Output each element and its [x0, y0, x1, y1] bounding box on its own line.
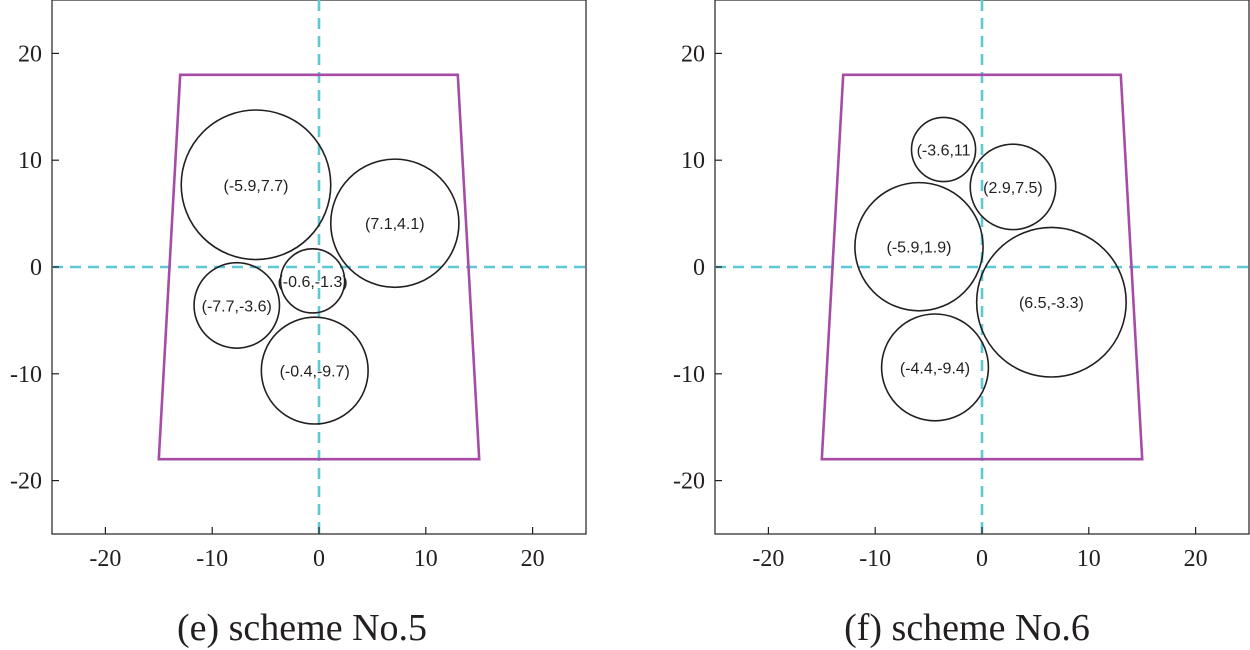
y-tick-label: 0: [693, 255, 705, 281]
circle-marker: [975, 226, 1127, 378]
chart-caption: (e) scheme No.5: [177, 607, 427, 649]
circle-marker: [180, 109, 332, 261]
circle-label: (2.9,7.5): [983, 180, 1043, 197]
y-tick-label: 0: [30, 255, 42, 281]
circle-label: (7.1,4.1): [365, 216, 425, 233]
x-tick-label: -20: [752, 546, 784, 572]
circle-label: (-5.9,1.9): [887, 240, 952, 257]
y-tick-label: 20: [18, 41, 42, 67]
circle-marker: [329, 158, 460, 289]
x-tick-label: 20: [1184, 546, 1208, 572]
y-tick-label: -10: [10, 362, 42, 388]
x-tick-label: 0: [313, 546, 325, 572]
x-tick-label: 0: [976, 546, 988, 572]
y-tick-label: -20: [10, 469, 42, 495]
boundary-polygon: [157, 73, 481, 461]
chart-panel-2: -20 -10 0 10 20 -20 -10 0 10 20 (-3.6,11 (2.9,7.5) (…: [673, 0, 1250, 649]
circle-label: (-3.6,11: [917, 143, 971, 160]
circle-marker: [260, 316, 369, 425]
x-tick-label: 10: [414, 546, 438, 572]
x-tick-label: 20: [521, 546, 545, 572]
y-tick-label: -10: [673, 362, 705, 388]
chart-panel-1: -20 -10 0 10 20 -20 -10 0 10 20 (-5.9,7.7) (7.1,4.1…: [10, 0, 587, 649]
circle-label: (-5.9,7.7): [224, 178, 289, 195]
y-tick-label: 20: [681, 41, 705, 67]
x-tick-label: 10: [1077, 546, 1101, 572]
y-tick-label: -20: [673, 469, 705, 495]
circle-label: (-0.6,-1.3): [277, 274, 347, 291]
circle-marker: [279, 248, 346, 314]
circle-label: (-7.7,-3.6): [202, 298, 272, 315]
circle-label: (-0.4,-9.7): [280, 364, 350, 381]
x-tick-label: -10: [196, 546, 228, 572]
x-tick-label: -20: [89, 546, 121, 572]
circle-marker: [880, 313, 990, 422]
y-tick-label: 10: [18, 148, 42, 174]
circle-marker: [910, 116, 977, 183]
x-tick-label: -10: [859, 546, 891, 572]
y-tick-label: 10: [681, 148, 705, 174]
chart-caption: (f) scheme No.6: [844, 607, 1090, 649]
circle-marker: [193, 261, 281, 349]
circle-label: (-4.4,-9.4): [900, 360, 970, 377]
circle-label: (6.5,-3.3): [1019, 295, 1084, 312]
circle-marker: [854, 181, 984, 312]
circle-marker: [969, 143, 1057, 231]
boundary-polygon: [820, 73, 1144, 461]
